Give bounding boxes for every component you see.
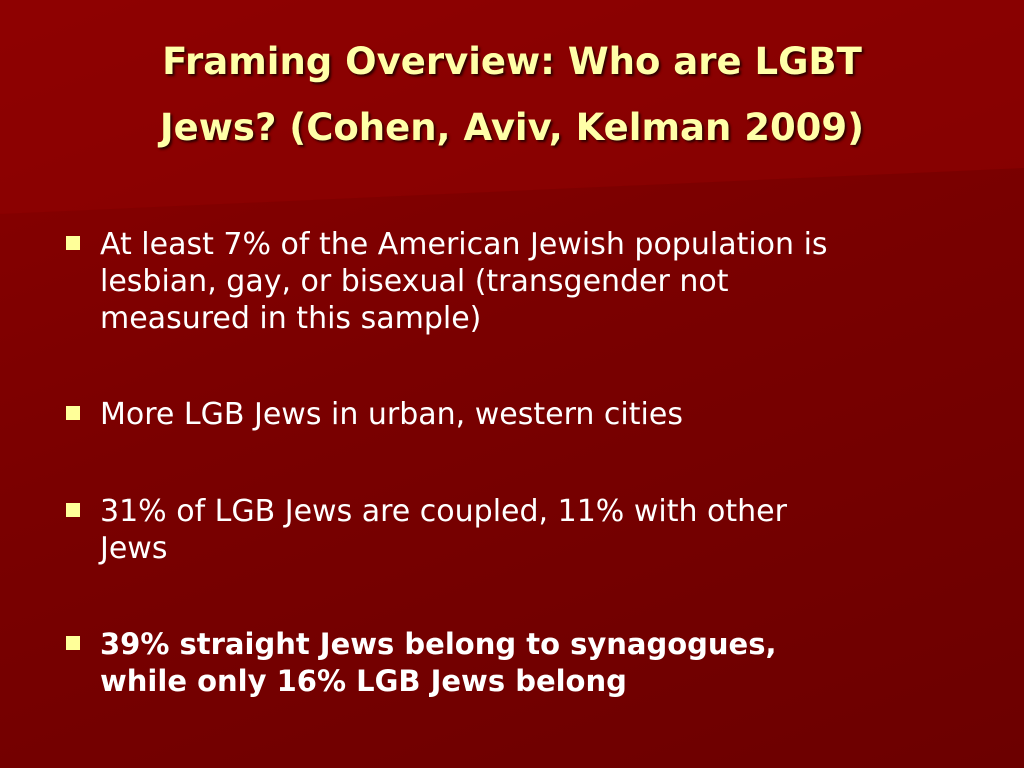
bullet-text: 39% straight Jews belong to synagogues,	[100, 627, 777, 661]
bullet-marker	[66, 236, 80, 250]
bullet-text: More LGB Jews in urban, western cities	[100, 397, 683, 432]
title-line: Framing Overview: Who are LGBT	[162, 40, 862, 83]
bullet-text: 31% of LGB Jews are coupled, 11% with ot…	[100, 494, 787, 529]
title-line: Jews? (Cohen, Aviv, Kelman 2009)	[159, 106, 865, 149]
background-band	[0, 0, 1024, 214]
bullet-marker	[66, 406, 80, 420]
bullet-text: Jews	[100, 531, 168, 566]
bullet-item: 31% of LGB Jews are coupled, 11% with ot…	[66, 493, 1006, 567]
bullet-item: At least 7% of the American Jewish popul…	[66, 226, 1006, 337]
bullet-text: while only 16% LGB Jews belong	[100, 664, 627, 698]
bullet-text: measured in this sample)	[100, 301, 482, 336]
bullet-marker	[66, 636, 80, 650]
bullet-item: More LGB Jews in urban, western cities	[66, 396, 1006, 433]
bullet-text: lesbian, gay, or bisexual (transgender n…	[100, 264, 729, 299]
header-band	[0, 0, 1024, 214]
bullet-marker	[66, 503, 80, 517]
bullet-item: 39% straight Jews belong to synagogues, w…	[66, 626, 1006, 700]
bullet-text: At least 7% of the American Jewish popul…	[100, 227, 828, 262]
